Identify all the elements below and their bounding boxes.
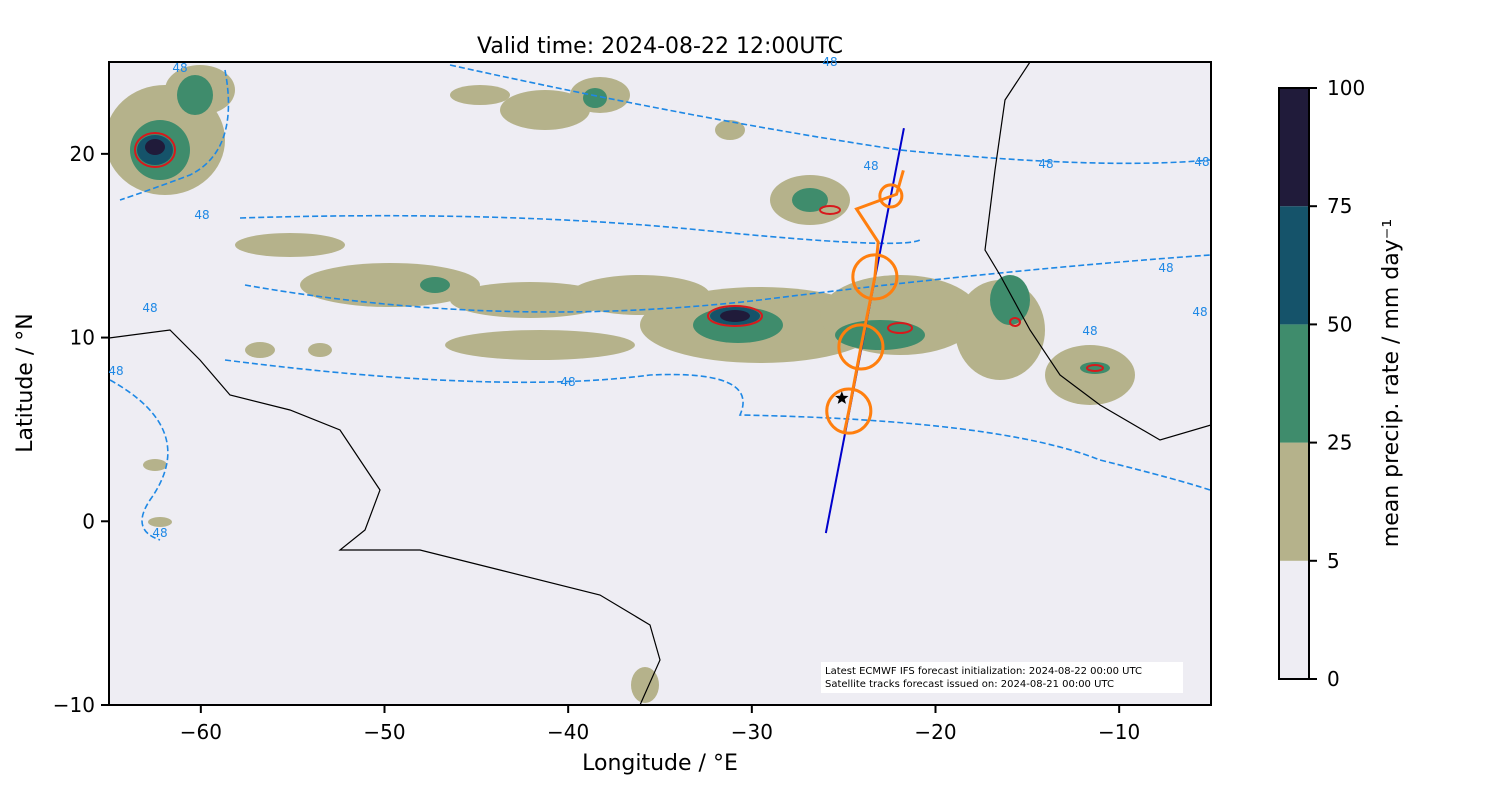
- y-tick-label: 0: [82, 509, 95, 533]
- y-tick-label: 10: [70, 326, 95, 350]
- colorbar-tick-label: 100: [1327, 76, 1365, 100]
- colorbar-segment: [1279, 324, 1309, 443]
- x-tick-label: −60: [180, 720, 222, 744]
- colorbar-tick-label: 25: [1327, 431, 1352, 455]
- colorbar-tick-label: 5: [1327, 549, 1340, 573]
- track-circle: [837, 323, 885, 371]
- colorbar-segment: [1279, 206, 1309, 325]
- plot-frame: [108, 61, 1212, 706]
- contour-label: 48: [152, 526, 167, 540]
- y-axis-label: Latitude / °N: [13, 313, 38, 452]
- annotation: Latest ECMWF IFS forecast initialization…: [825, 666, 1142, 677]
- star-marker: [835, 391, 849, 404]
- colorbar-tick-label: 0: [1327, 667, 1340, 691]
- contour-label: 48: [1192, 305, 1207, 319]
- chart-title: Valid time: 2024-08-22 12:00UTC: [477, 34, 843, 59]
- contour-label: 48: [1194, 155, 1209, 169]
- y-tick-label: −10: [53, 693, 95, 717]
- contour-label: 48: [863, 159, 878, 173]
- contour-label: 48: [172, 61, 187, 75]
- colorbar-tick-label: 50: [1327, 312, 1352, 336]
- x-tick-label: −30: [731, 720, 773, 744]
- x-tick-label: −40: [547, 720, 589, 744]
- orange-track: [843, 169, 905, 432]
- colorbar-tick-label: 75: [1327, 194, 1352, 218]
- colorbar-segment: [1279, 88, 1309, 207]
- track-circle: [878, 183, 904, 209]
- colorbar-label: mean precip. rate / mm day⁻¹: [1379, 219, 1404, 547]
- colorbar-segment: [1279, 442, 1309, 561]
- annotation-box: [821, 662, 1183, 693]
- x-axis-label: Longitude / °E: [582, 751, 738, 776]
- contour-label: 48: [560, 375, 575, 389]
- contour-label: 48: [194, 208, 209, 222]
- colorbar-segment: [1279, 560, 1309, 679]
- contour-label: 48: [142, 301, 157, 315]
- annotation: Satellite tracks forecast issued on: 202…: [825, 679, 1114, 690]
- plot-background: [109, 62, 1211, 705]
- x-tick-label: −10: [1098, 720, 1140, 744]
- track-circle: [851, 253, 899, 301]
- colorbar-frame: [1278, 87, 1310, 680]
- x-tick-label: −50: [363, 720, 405, 744]
- x-tick-label: −20: [914, 720, 956, 744]
- track-circle: [825, 387, 873, 435]
- contour-label: 48: [822, 55, 837, 69]
- contour-label: 48: [1082, 324, 1097, 338]
- precipitation-field: [109, 62, 1211, 705]
- contour-label: 48: [1038, 157, 1053, 171]
- y-tick-label: 20: [70, 142, 95, 166]
- contour-label: 48: [108, 364, 123, 378]
- contour-label: 48: [1158, 261, 1173, 275]
